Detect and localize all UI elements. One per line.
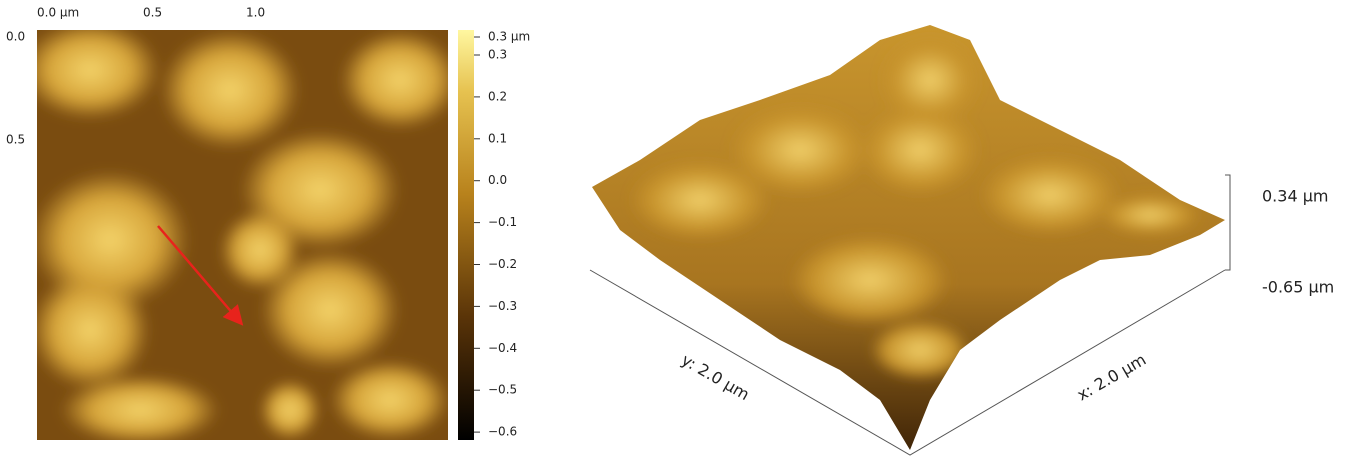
colorbar-label: −0.2	[488, 257, 517, 271]
colorbar-label: 0.0	[488, 173, 507, 187]
x-axis-label: x: 2.0 µm	[1074, 350, 1150, 405]
surface-3d	[589, 25, 1231, 456]
top-tick-label: 0.5	[143, 6, 162, 20]
colorbar-label: −0.6	[488, 425, 517, 439]
arrow	[157, 225, 244, 326]
colorbar-label: 0.3 µm	[488, 30, 530, 44]
colorbar-label: 0.3	[488, 48, 507, 62]
left-tick-label: 0.0	[6, 30, 25, 44]
colorbar-label: −0.1	[488, 215, 517, 229]
z-top-label: 0.34 µm	[1262, 187, 1328, 206]
left-tick-label: 0.5	[6, 133, 25, 147]
colorbar-label: −0.4	[488, 341, 517, 355]
colorbar-label: 0.1	[488, 131, 507, 145]
height-map	[37, 30, 448, 440]
top-tick-label: 0.0 µm	[37, 6, 79, 20]
top-tick-label: 1.0	[246, 6, 265, 20]
colorbar-label: −0.5	[488, 383, 517, 397]
colorbar-label: −0.3	[488, 299, 517, 313]
colorbar	[458, 30, 474, 440]
colorbar-label: 0.2	[488, 89, 507, 103]
y-axis-label: y: 2.0 µm	[678, 350, 753, 404]
z-bottom-label: -0.65 µm	[1262, 278, 1334, 297]
